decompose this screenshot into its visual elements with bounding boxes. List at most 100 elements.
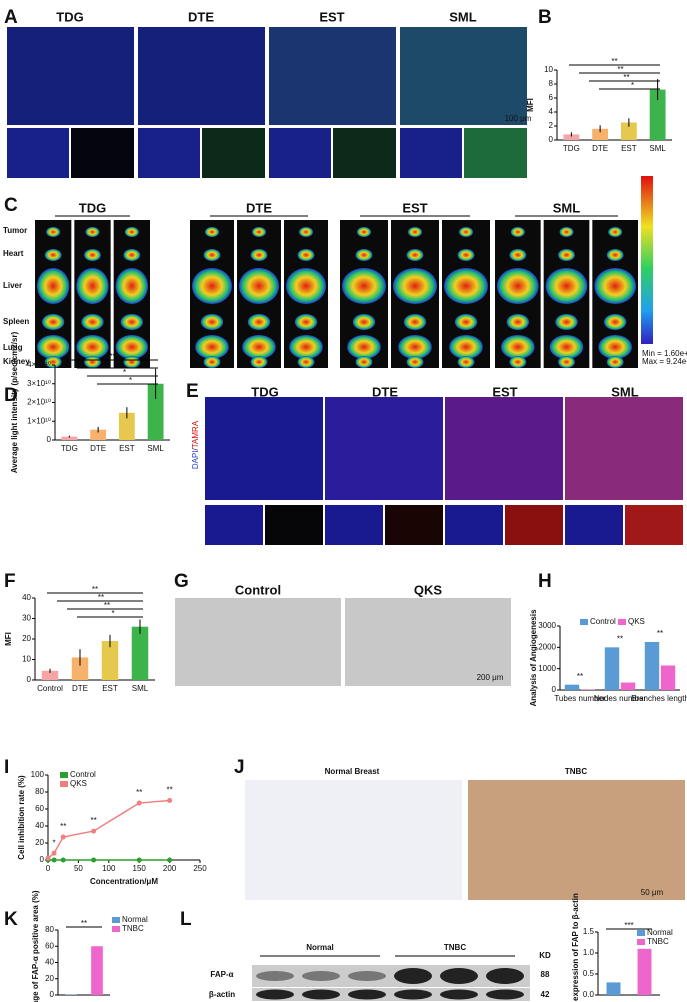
x-tick-label: EST bbox=[621, 144, 637, 153]
micrograph bbox=[325, 397, 443, 500]
micrograph bbox=[625, 505, 683, 545]
panel-label: H bbox=[538, 571, 552, 592]
legend-label: TNBC bbox=[647, 937, 669, 946]
organ-signal bbox=[195, 335, 229, 359]
organ-signal bbox=[509, 356, 527, 368]
organ-signal bbox=[408, 227, 422, 237]
y-tick-label: 60 bbox=[35, 804, 44, 813]
y-tick-label: 3000 bbox=[538, 621, 556, 630]
stain-part: DAPI bbox=[191, 450, 200, 469]
group-title: QKS bbox=[414, 582, 443, 597]
x-tick-label: DTE bbox=[592, 144, 608, 153]
row-label: β-actin bbox=[209, 990, 235, 999]
y-tick-label: 2 bbox=[549, 121, 554, 130]
organ-signal bbox=[44, 249, 62, 261]
row-label: FAP-α bbox=[210, 970, 233, 979]
band bbox=[348, 971, 386, 981]
organ-signal bbox=[203, 356, 221, 368]
x-tick-label: Branches length bbox=[631, 694, 687, 703]
y-tick-label: 40 bbox=[35, 821, 44, 830]
point bbox=[45, 855, 51, 861]
organ-signal bbox=[594, 268, 637, 304]
organ-signal bbox=[247, 314, 271, 330]
organ-signal bbox=[239, 268, 279, 304]
y-tick-label: 100 bbox=[31, 770, 45, 779]
legend-label: Control bbox=[590, 617, 616, 626]
scale-bar-label: 100 μm bbox=[505, 114, 532, 123]
x-tick-label: 50 bbox=[74, 864, 83, 873]
band bbox=[440, 968, 478, 984]
y-axis-label: MFI bbox=[526, 98, 535, 112]
significance: ** bbox=[617, 65, 623, 74]
point bbox=[167, 857, 173, 863]
organ-signal bbox=[459, 227, 473, 237]
y-tick-label: 0 bbox=[50, 990, 55, 999]
y-tick-label: 30 bbox=[22, 614, 31, 623]
micrograph bbox=[345, 598, 511, 686]
kd-value: 88 bbox=[541, 970, 550, 979]
micrograph bbox=[325, 505, 383, 545]
bar bbox=[606, 982, 621, 995]
x-tick-label: Tubes number bbox=[554, 694, 606, 703]
organ-signal bbox=[347, 335, 381, 359]
micrograph bbox=[7, 128, 69, 178]
y-tick-label: 8 bbox=[549, 79, 554, 88]
legend-swatch bbox=[112, 917, 120, 923]
organ-signal bbox=[406, 356, 424, 368]
y-tick-label: 2000 bbox=[538, 642, 556, 651]
significance: ** bbox=[81, 919, 87, 928]
y-axis-label: Cell inhibition rate (%) bbox=[17, 775, 26, 860]
organ-signal bbox=[603, 314, 627, 330]
significance: * bbox=[117, 360, 120, 369]
x-tick-label: TDG bbox=[563, 144, 580, 153]
organ-signal bbox=[81, 314, 104, 330]
y-tick-label: 40 bbox=[45, 958, 54, 967]
point bbox=[91, 828, 97, 834]
legend-label: QKS bbox=[628, 617, 645, 626]
micrograph bbox=[71, 128, 134, 178]
panel-label: J bbox=[234, 757, 245, 778]
y-tick-label: 20 bbox=[22, 634, 31, 643]
organ-signal bbox=[252, 227, 266, 237]
significance: ** bbox=[657, 629, 663, 638]
bar bbox=[592, 128, 609, 140]
band bbox=[486, 989, 524, 1000]
legend-label: TNBC bbox=[122, 924, 144, 933]
organ-signal bbox=[608, 227, 623, 237]
organ-signal bbox=[357, 227, 371, 237]
group-title: SML bbox=[449, 9, 477, 24]
significance: ** bbox=[136, 788, 142, 797]
group-title: TDG bbox=[79, 200, 106, 215]
significance: ** bbox=[617, 634, 623, 643]
micrograph bbox=[505, 505, 563, 545]
legend-label: Normal bbox=[122, 915, 148, 924]
significance: ** bbox=[611, 57, 617, 66]
x-tick-label: SML bbox=[649, 144, 666, 153]
significance: * bbox=[111, 609, 114, 618]
organ-signal bbox=[355, 356, 373, 368]
band bbox=[256, 971, 294, 981]
significance: ** bbox=[98, 593, 104, 602]
panel-label: G bbox=[174, 571, 189, 592]
bar bbox=[644, 642, 660, 690]
group-title: TNBC bbox=[565, 767, 587, 776]
organ-signal bbox=[398, 335, 432, 359]
organ-signal bbox=[555, 314, 578, 330]
colorbar-max: Max = 9.24e+010 bbox=[642, 357, 687, 366]
band bbox=[302, 971, 340, 981]
legend-swatch bbox=[637, 939, 645, 945]
micrograph bbox=[565, 505, 623, 545]
x-tick-label: TDG bbox=[61, 444, 78, 453]
significance: *** bbox=[624, 921, 633, 930]
significance: ** bbox=[109, 352, 115, 361]
bar bbox=[637, 948, 652, 995]
organ-signal bbox=[355, 249, 373, 261]
panel-label: E bbox=[186, 381, 199, 402]
micrograph bbox=[269, 128, 331, 178]
group-title: TNBC bbox=[444, 943, 466, 952]
organ-signal bbox=[403, 314, 427, 330]
y-tick-label: 4×10¹⁰ bbox=[27, 360, 51, 369]
organ-signal bbox=[286, 268, 326, 304]
x-tick-label: DTE bbox=[72, 684, 88, 693]
y-tick-label: 80 bbox=[35, 787, 44, 796]
